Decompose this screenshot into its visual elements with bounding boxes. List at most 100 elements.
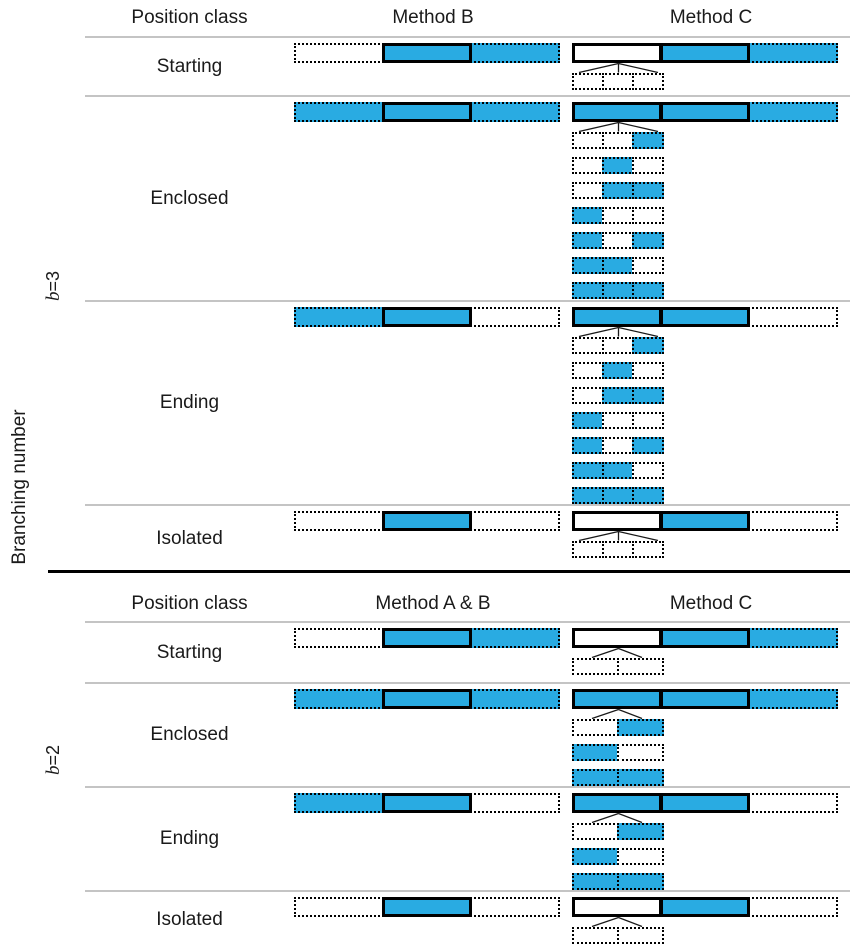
sub-bar-segment [572, 337, 604, 354]
sub-bar-segment [602, 362, 634, 379]
method-left-bar [294, 43, 560, 63]
bar-segment [660, 793, 750, 813]
sub-bar-segment [572, 848, 619, 865]
bar-segment [572, 102, 662, 122]
sub-bar-segment [632, 412, 664, 429]
bar-segment [748, 689, 838, 709]
sub-bar-segment [617, 658, 664, 675]
sub-bar [572, 362, 664, 379]
sub-bar-segment [632, 157, 664, 174]
header-row: Position class Method B Method C [85, 0, 850, 38]
sub-bar-segment [602, 337, 634, 354]
bar-segment [382, 511, 472, 531]
branch-value: =2 [43, 744, 63, 766]
branch-fork-icon [578, 531, 659, 541]
header-position-class-label: Position class [131, 593, 248, 614]
sub-bar [572, 257, 664, 274]
row-label-cell: Ending [85, 302, 294, 504]
sub-bar-segment [632, 207, 664, 224]
sub-bar [572, 744, 664, 761]
bar-segment [294, 689, 384, 709]
row-label: Starting [156, 55, 223, 77]
bar-segment [660, 307, 750, 327]
method-left-bar [294, 897, 560, 917]
bar-segment [382, 102, 472, 122]
row-label: Starting [156, 641, 223, 663]
sub-bar-segment [572, 462, 604, 479]
sub-bar-segment [602, 207, 634, 224]
sub-bar-segment [572, 927, 619, 944]
method-right-cell [572, 788, 850, 890]
sub-bar-segment [632, 337, 664, 354]
bar-segment [572, 897, 662, 917]
row-label-cell: Isolated [85, 892, 294, 947]
method-right-cell [572, 97, 850, 300]
bar-segment [470, 897, 560, 917]
row-label-cell: Isolated [85, 506, 294, 572]
header-position-class: Position class [85, 593, 294, 615]
sub-bar [572, 337, 664, 354]
sub-bar-segment [572, 437, 604, 454]
sub-bar-segment [617, 769, 664, 786]
sub-bar-segment [632, 182, 664, 199]
fork-line [591, 917, 619, 927]
position-row-isolated: Isolated [85, 892, 850, 947]
row-label: Ending [159, 392, 220, 413]
bar-segment [572, 628, 662, 648]
sub-bar-segment [572, 157, 604, 174]
method-left-cell [294, 506, 572, 572]
method-left-cell [294, 788, 572, 890]
bar-segment [294, 102, 384, 122]
sub-bar [572, 157, 664, 174]
sub-bar-segment [602, 257, 634, 274]
bar-segment [382, 307, 472, 327]
position-row-enclosed: Enclosed [85, 684, 850, 788]
sub-bar-segment [572, 769, 619, 786]
bar-segment [572, 43, 662, 63]
fork-line [578, 63, 619, 73]
bar-segment [748, 628, 838, 648]
sub-bar-segment [602, 232, 634, 249]
method-right-cell [572, 623, 850, 682]
sub-bar-segment [602, 437, 634, 454]
method-right-bar [572, 102, 838, 122]
position-row-starting: Starting [85, 38, 850, 97]
sub-bar [572, 848, 664, 865]
sub-bar [572, 412, 664, 429]
bar-segment [470, 102, 560, 122]
sub-bar-segment [617, 719, 664, 736]
header-method-left: Method B [294, 7, 572, 29]
sub-bar-segment [617, 927, 664, 944]
branch-fork-icon [578, 327, 659, 337]
sub-bar [572, 927, 664, 944]
bar-segment [748, 102, 838, 122]
sub-bar-segment [572, 487, 604, 504]
fork-line [618, 917, 643, 927]
row-label-cell: Starting [85, 38, 294, 95]
sub-bar [572, 282, 664, 299]
method-right-bar [572, 511, 838, 531]
sub-bar-segment [632, 462, 664, 479]
fork-line [618, 122, 659, 132]
sub-bar-segment [572, 387, 604, 404]
bar-segment [294, 511, 384, 531]
bar-segment [748, 793, 838, 813]
method-left-cell [294, 38, 572, 95]
header-position-class-label: Position class [131, 7, 248, 28]
sub-bar [572, 387, 664, 404]
bar-segment [470, 307, 560, 327]
sub-bar-segment [602, 462, 634, 479]
branch-variable: b [43, 765, 64, 775]
sub-bar-segment [572, 719, 619, 736]
bar-segment [660, 511, 750, 531]
bar-segment [382, 43, 472, 63]
header-method-right: Method C [572, 7, 850, 29]
sub-bar-segment [632, 73, 664, 90]
method-right-bar [572, 689, 838, 709]
bar-segment [572, 689, 662, 709]
sub-bar [572, 873, 664, 890]
row-label: Ending [159, 828, 220, 849]
method-right-bar [572, 43, 838, 63]
method-right-bar [572, 897, 838, 917]
